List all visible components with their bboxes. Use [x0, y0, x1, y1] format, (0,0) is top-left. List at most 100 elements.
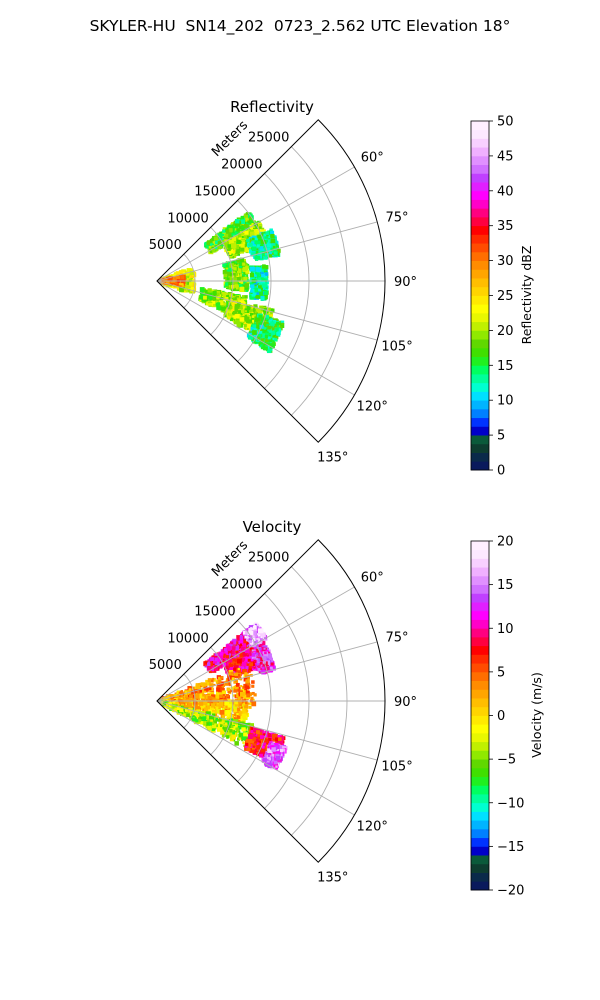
- data-cell: [261, 274, 265, 278]
- data-cell: [239, 284, 243, 288]
- data-cell: [206, 662, 211, 666]
- data-cell: [239, 257, 245, 262]
- data-cell: [203, 295, 207, 300]
- data-cell: [186, 275, 190, 279]
- data-cell: [236, 277, 241, 282]
- data-cell: [247, 644, 251, 647]
- data-cell: [270, 321, 275, 326]
- data-cell: [174, 281, 178, 285]
- colorbar-tick-label: 5: [497, 429, 505, 444]
- data-cell: [234, 253, 238, 257]
- data-cell: [212, 294, 216, 297]
- data-cell: [227, 282, 231, 286]
- data-cell: [245, 269, 250, 274]
- data-cell: [267, 243, 272, 248]
- data-cell: [236, 639, 239, 643]
- colorbar-segment: [471, 243, 489, 253]
- data-cell: [261, 287, 265, 290]
- data-cell: [223, 244, 229, 250]
- data-cell: [269, 333, 273, 337]
- colorbar-segment: [471, 121, 489, 131]
- colorbar-segment: [471, 182, 489, 192]
- data-cell: [260, 338, 264, 342]
- data-cell: [256, 308, 261, 313]
- data-cell: [215, 302, 219, 306]
- data-cell: [260, 344, 266, 350]
- data-cell: [255, 320, 261, 326]
- data-cell: [264, 339, 268, 343]
- data-cell: [262, 309, 266, 313]
- data-cell: [231, 229, 236, 234]
- data-cell: [209, 238, 214, 243]
- angle-tick-label: 75°: [386, 211, 409, 226]
- data-cell: [255, 330, 258, 334]
- data-cell: [236, 322, 242, 327]
- data-cell: [245, 280, 250, 284]
- data-cell: [184, 281, 188, 285]
- data-cell: [232, 294, 237, 299]
- data-cell: [222, 233, 225, 236]
- data-cell: [224, 655, 228, 660]
- data-cell: [233, 267, 237, 271]
- data-cell: [262, 342, 265, 345]
- data-cell: [206, 240, 211, 246]
- data-cell: [254, 334, 258, 339]
- data-cell: [256, 232, 259, 236]
- data-cell: [226, 271, 232, 277]
- data-cell: [217, 233, 223, 239]
- azimuth-spoke: [156, 280, 378, 341]
- data-cell: [270, 247, 273, 250]
- colorbar-segment: [471, 426, 489, 436]
- data-cell: [263, 240, 267, 244]
- data-cell: [266, 330, 269, 334]
- data-cell: [247, 323, 253, 329]
- data-cell: [211, 668, 215, 672]
- data-cell: [207, 300, 212, 306]
- data-cell: [264, 248, 268, 251]
- data-cell: [261, 232, 265, 236]
- data-cell: [252, 272, 256, 277]
- data-cell: [247, 220, 250, 224]
- data-cell: [270, 233, 275, 239]
- data-cell: [254, 274, 257, 277]
- data-cell: [275, 246, 279, 250]
- data-cell: [215, 300, 219, 304]
- data-cell: [266, 338, 271, 343]
- data-cell: [235, 319, 240, 323]
- data-cell: [231, 639, 237, 645]
- data-cell: [243, 305, 248, 310]
- data-cell: [215, 660, 220, 666]
- data-cell: [187, 288, 191, 293]
- data-cell: [270, 325, 276, 331]
- data-cell: [271, 250, 275, 253]
- azimuth-spoke: [156, 221, 378, 282]
- data-cell: [211, 245, 215, 248]
- data-cell: [231, 236, 236, 242]
- data-cell: [242, 220, 248, 226]
- data-cell: [259, 343, 263, 347]
- data-cell: [210, 657, 215, 661]
- data-cell: [243, 326, 246, 329]
- data-cell: [242, 274, 245, 277]
- data-cell: [230, 650, 235, 655]
- data-cell: [271, 339, 275, 344]
- radial-axis-label: Meters: [209, 118, 251, 160]
- data-cell: [232, 227, 235, 230]
- data-cell: [237, 241, 243, 247]
- azimuth-spoke: [156, 166, 355, 282]
- data-cell: [254, 287, 260, 293]
- colorbar-tick-label: 30: [497, 254, 514, 269]
- data-cell: [251, 246, 257, 252]
- data-cell: [249, 295, 254, 300]
- data-cell: [258, 314, 263, 319]
- data-cell: [225, 233, 230, 238]
- data-cell: [245, 246, 249, 250]
- data-cell: [212, 241, 216, 244]
- panel-title: Velocity: [243, 518, 302, 536]
- data-cell: [242, 241, 246, 245]
- colorbar-segment: [471, 382, 489, 392]
- data-cell: [239, 222, 243, 225]
- data-cell: [244, 283, 249, 288]
